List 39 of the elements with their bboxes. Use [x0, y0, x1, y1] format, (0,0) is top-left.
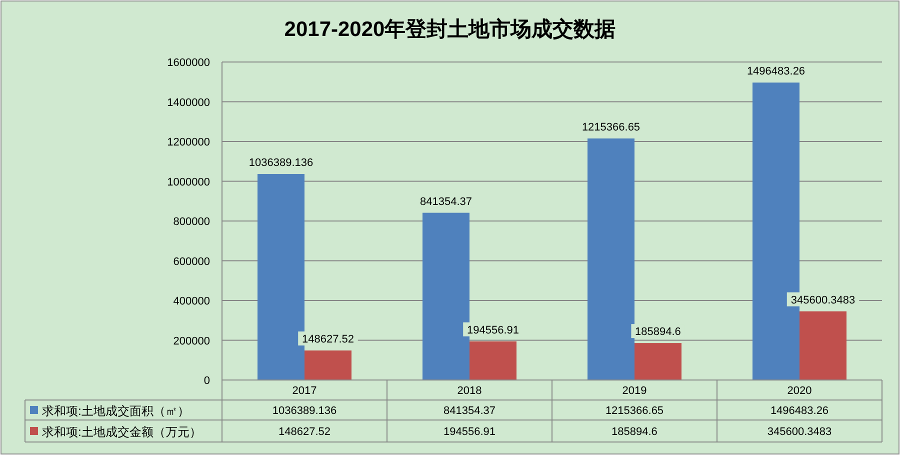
y-tick-label: 1400000: [167, 96, 210, 109]
data-label: 194556.91: [444, 426, 496, 438]
bar: [634, 343, 682, 380]
y-tick-label: 800000: [173, 216, 210, 228]
y-tick-label: 200000: [173, 335, 210, 348]
bar: [470, 341, 516, 380]
y-tick-label: 1000000: [167, 176, 210, 188]
bar: [588, 138, 634, 380]
annotation: 841354.37: [420, 196, 472, 208]
legend-label: 求和项:土地成交面积（㎡）: [42, 404, 190, 418]
data-label: 345600.3483: [767, 426, 832, 438]
annotation: 1496483.26: [746, 66, 806, 78]
chart-title: 2017-2020年登封土地市场成交数据: [284, 17, 616, 41]
y-tick-label: 0: [204, 375, 210, 387]
bar: [258, 174, 304, 380]
x-tick-label: 2018: [457, 385, 482, 397]
annotation: 1036389.136: [248, 157, 314, 170]
annotation: 185894.6: [635, 326, 681, 338]
y-tick-label: 1600000: [167, 57, 210, 69]
data-label: 1215366.65: [605, 405, 664, 417]
bar: [800, 311, 846, 380]
data-label: 1036389.136: [272, 405, 337, 417]
x-tick-label: 2019: [622, 385, 647, 397]
annotation: 148627.52: [302, 333, 354, 346]
x-tick-label: 2020: [787, 385, 812, 397]
data-label: 185894.6: [612, 426, 658, 438]
legend-label: 求和项:土地成交金额（万元）: [42, 425, 202, 439]
y-tick-label: 1200000: [167, 136, 210, 148]
x-tick-label: 2017: [292, 385, 317, 397]
annotation: 194556.91: [467, 324, 519, 336]
y-tick-label: 400000: [173, 296, 210, 308]
data-label: 1496483.26: [770, 405, 829, 417]
annotation: 1215366.65: [582, 121, 640, 134]
bar: [304, 350, 352, 380]
bar: [422, 212, 470, 380]
annotation: 345600.3483: [790, 294, 856, 306]
y-tick-label: 600000: [173, 256, 210, 268]
data-label: 148627.52: [278, 426, 330, 438]
data-label: 841354.37: [444, 405, 496, 417]
